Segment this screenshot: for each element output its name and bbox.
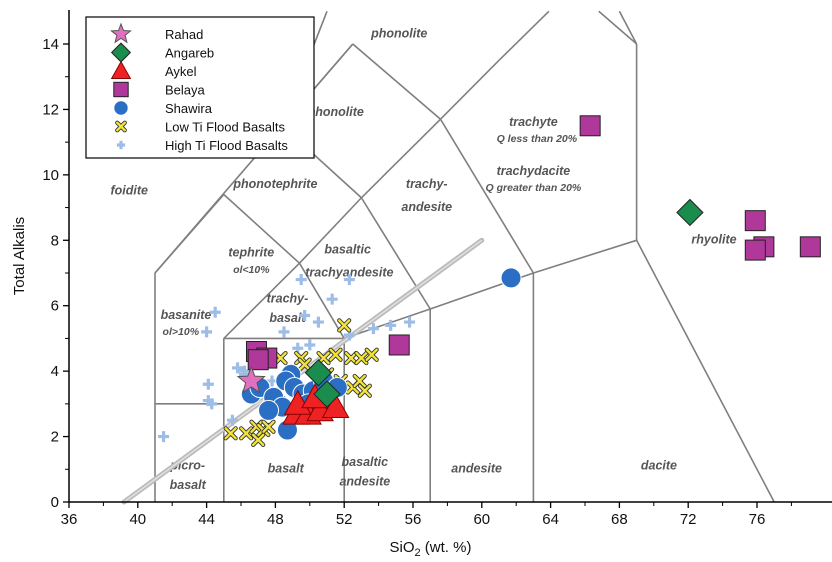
x-axis-title: SiO2 (wt. %)	[390, 539, 472, 559]
field-label: rhyolite	[691, 233, 736, 247]
field-label: trachyte	[509, 115, 558, 129]
field-label: basanite	[161, 308, 212, 322]
field-boundary-line	[441, 60, 499, 119]
field-label: andesite	[401, 200, 452, 214]
legend-label: Angareb	[165, 46, 214, 61]
x-tick-label: 60	[473, 511, 490, 528]
x-marker-fill	[356, 353, 366, 363]
data-point-belaya	[580, 116, 600, 136]
data-point-low-ti-flood-basalts	[367, 350, 377, 360]
x-tick-label: 56	[405, 511, 422, 528]
x-marker-fill	[346, 353, 356, 363]
x-tick-label: 72	[680, 511, 697, 528]
legend-label: Aykel	[165, 64, 197, 79]
field-label: andesite	[339, 475, 390, 489]
x-marker-fill	[226, 428, 236, 438]
legend: Rahad Angareb Aykel Belaya Shawira Low Ti Flo…	[86, 17, 314, 158]
field-label: basalt	[170, 478, 207, 492]
legend-label: Belaya	[165, 83, 206, 98]
field-label: phonolite	[370, 26, 427, 40]
x-tick-label: 52	[336, 511, 353, 528]
x-tick-label: 44	[198, 511, 215, 528]
field-label: phonotephrite	[232, 177, 317, 191]
data-point-high-ti-flood-basalts	[201, 326, 212, 337]
x-tick-label: 68	[611, 511, 628, 528]
y-tick-label: 10	[42, 167, 59, 184]
x-tick-label: 48	[267, 511, 284, 528]
field-boundary-line	[499, 11, 549, 60]
legend-label: Low Ti Flood Basalts	[165, 120, 285, 135]
field-label: basalt	[269, 311, 306, 325]
data-point-high-ti-flood-basalts	[327, 294, 338, 305]
field-boundary-line	[353, 44, 441, 119]
y-tick-label: 2	[51, 429, 59, 446]
data-point-high-ti-flood-basalts	[313, 317, 324, 328]
data-point-belaya	[745, 240, 765, 260]
y-axis-title: Total Alkalis	[11, 217, 28, 295]
x-marker-fill	[339, 320, 349, 330]
field-label: trachy-	[267, 291, 309, 305]
data-point-high-ti-flood-basalts	[210, 307, 221, 318]
field-label: ol>10%	[163, 326, 200, 338]
data-point-belaya	[389, 335, 409, 355]
data-point-angareb	[677, 199, 703, 225]
field-label: trachy-	[406, 177, 448, 191]
x-tick-label: 40	[129, 511, 146, 528]
field-label: andesite	[451, 462, 502, 476]
data-point-high-ti-flood-basalts	[279, 326, 290, 337]
x-marker-fill	[331, 350, 341, 360]
y-tick-label: 4	[51, 363, 59, 380]
x-marker-fill	[241, 428, 251, 438]
field-label: basalt	[268, 462, 305, 476]
data-point-high-ti-flood-basalts	[203, 379, 214, 390]
field-boundary-line	[155, 194, 224, 273]
field-label: basaltic	[324, 242, 371, 256]
data-point-low-ti-flood-basalts	[241, 428, 251, 438]
data-point-high-ti-flood-basalts	[304, 339, 315, 350]
legend-label: Rahad	[165, 27, 203, 42]
data-point-belaya	[745, 211, 765, 231]
data-point-high-ti-flood-basalts	[404, 317, 415, 328]
field-label: foidite	[110, 183, 148, 197]
y-tick-label: 14	[42, 36, 59, 53]
y-tick-label: 12	[42, 101, 59, 118]
legend-marker-low-ti-flood-basalts	[117, 123, 125, 131]
legend-label: High Ti Flood Basalts	[165, 138, 288, 153]
field-boundary-line	[599, 11, 637, 44]
x-tick-label: 36	[61, 511, 78, 528]
field-label: Q greater than 20%	[486, 182, 582, 194]
x-tick-label: 76	[749, 511, 766, 528]
field-label: trachydacite	[497, 164, 571, 178]
data-point-low-ti-flood-basalts	[226, 428, 236, 438]
data-point-shawira	[501, 268, 521, 288]
data-point-high-ti-flood-basalts	[158, 431, 169, 442]
field-boundary-line	[533, 240, 636, 273]
y-tick-label: 0	[51, 494, 59, 511]
data-point-low-ti-flood-basalts	[356, 353, 366, 363]
field-label: Q less than 20%	[497, 133, 578, 145]
field-boundary-line	[361, 198, 430, 309]
x-marker-fill	[367, 350, 377, 360]
field-label: tephrite	[228, 246, 274, 260]
data-point-low-ti-flood-basalts	[331, 350, 341, 360]
field-label: basaltic	[342, 455, 389, 469]
y-tick-label: 6	[51, 298, 59, 315]
x-tick-label: 64	[542, 511, 559, 528]
legend-label: Shawira	[165, 101, 213, 116]
data-point-shawira	[259, 400, 279, 420]
field-label: dacite	[641, 458, 677, 472]
legend-marker-shawira	[114, 101, 128, 115]
field-label: ol<10%	[233, 264, 270, 276]
data-point-low-ti-flood-basalts	[339, 320, 349, 330]
y-tick-label: 8	[51, 232, 59, 249]
points-layer	[158, 116, 820, 445]
data-point-belaya	[800, 237, 820, 257]
data-point-low-ti-flood-basalts	[346, 353, 356, 363]
legend-marker-belaya	[114, 82, 128, 96]
field-boundary-line	[619, 11, 636, 44]
